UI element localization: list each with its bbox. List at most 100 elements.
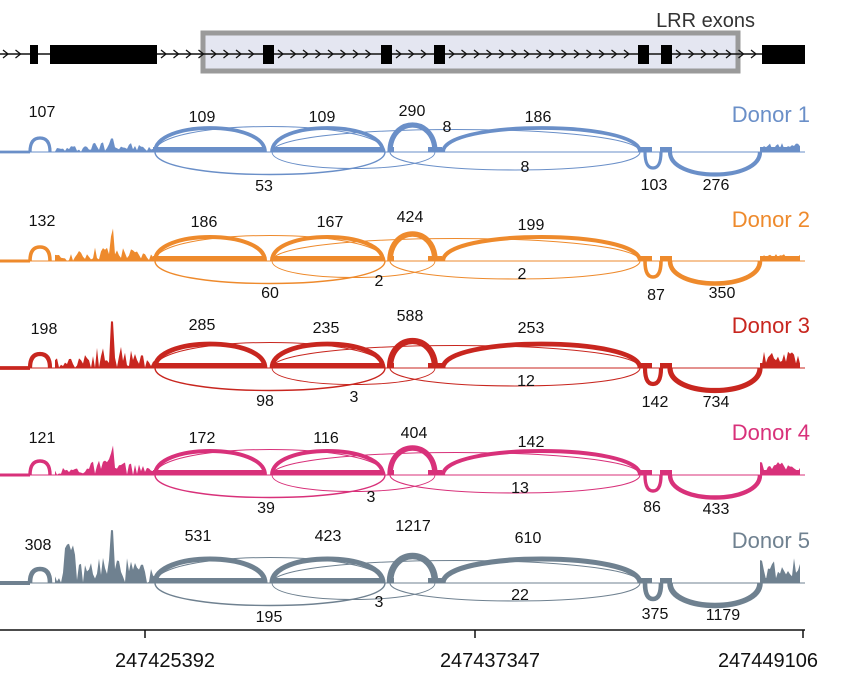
junction-count-label: 86 xyxy=(643,499,661,516)
junction-count-label: 132 xyxy=(29,213,56,230)
junction-count-label: 375 xyxy=(642,606,669,623)
junction-arc-1 xyxy=(153,126,267,153)
coverage-block-1 xyxy=(272,470,384,475)
junction-count-label: 290 xyxy=(399,103,426,120)
junction-arc-long-2 xyxy=(271,345,641,369)
coverage-block-4 xyxy=(638,470,652,475)
donor-label: Donor 5 xyxy=(732,528,810,553)
junction-count-label: 109 xyxy=(309,109,336,126)
coverage-block-4 xyxy=(638,147,652,152)
junction-count-label: 3 xyxy=(367,489,376,506)
junction-arc-1 xyxy=(152,341,268,369)
junction-count-label: 142 xyxy=(642,394,669,411)
coverage-block-1 xyxy=(272,363,384,368)
junction-count-label: 198 xyxy=(31,321,58,338)
junction-count-label: 98 xyxy=(256,393,274,410)
junction-count-label: 199 xyxy=(518,217,545,234)
junction-arc-skip-1 xyxy=(154,151,386,176)
coverage-block-6 xyxy=(760,256,800,261)
junction-arc-dip xyxy=(643,260,663,279)
strand-arrow-20 xyxy=(420,49,428,59)
strand-arrow-9 xyxy=(248,49,255,59)
coverage-block-0 xyxy=(153,470,265,475)
coverage-histogram-left xyxy=(55,445,155,475)
junction-count-label: 3 xyxy=(375,594,384,611)
junction-arc-skip-2 xyxy=(389,367,641,387)
junction-count-label: 53 xyxy=(255,178,273,195)
coverage-block-1 xyxy=(272,256,384,261)
junction-arc-dip xyxy=(642,582,664,602)
axis-tick-label-2: 247437347 xyxy=(440,650,540,672)
strand-arrow-21 xyxy=(448,49,456,59)
junction-arc-left xyxy=(28,245,52,262)
strand-arrow-0 xyxy=(2,49,10,59)
strand-arrow-37 xyxy=(688,49,695,59)
coverage-block-5 xyxy=(660,363,672,368)
axis-tick-label-1: 247425392 xyxy=(115,650,215,672)
junction-arc-1 xyxy=(152,234,268,262)
coverage-block-4 xyxy=(638,256,652,261)
junction-arc-4 xyxy=(441,126,642,153)
exon-3 xyxy=(263,45,274,64)
junction-count-label: 423 xyxy=(315,528,342,545)
coverage-block-5 xyxy=(660,578,672,583)
junction-arc-5 xyxy=(667,474,763,500)
strand-arrow-31 xyxy=(573,49,581,59)
junction-count-label: 103 xyxy=(641,177,668,194)
junction-arc-skip-3 xyxy=(271,367,436,385)
strand-arrow-36 xyxy=(675,49,683,59)
junction-count-label: 22 xyxy=(511,587,529,604)
strand-arrow-18 xyxy=(395,49,403,59)
strand-arrow-29 xyxy=(548,49,556,59)
strand-arrow-12 xyxy=(302,49,310,59)
strand-arrow-2 xyxy=(160,49,168,59)
coverage-block-4 xyxy=(638,578,652,583)
junction-count-label: 186 xyxy=(525,109,552,126)
coverage-block-6 xyxy=(760,147,800,152)
exon-8 xyxy=(762,45,805,64)
junction-arc-3 xyxy=(386,338,439,369)
donor-label: Donor 4 xyxy=(732,420,810,445)
junction-arc-skip-1 xyxy=(154,474,386,499)
junction-count-label: 12 xyxy=(517,373,535,390)
coverage-block-0 xyxy=(153,578,265,583)
junction-count-label: 404 xyxy=(401,425,428,442)
junction-count-label: 2 xyxy=(518,266,527,283)
genomic-axis: 247425392 247437347 247449106 xyxy=(0,629,818,672)
junction-count-label: 8 xyxy=(521,159,530,176)
strand-arrow-15 xyxy=(340,49,347,59)
junction-count-label: 195 xyxy=(256,609,283,626)
strand-arrows xyxy=(2,49,758,59)
junction-arc-long-1 xyxy=(154,449,386,476)
junction-arc-long-1 xyxy=(154,557,386,584)
strand-arrow-35 xyxy=(623,49,631,59)
junction-count-label: 253 xyxy=(518,320,545,337)
junction-arc-skip-3 xyxy=(271,582,436,600)
junction-count-label: 142 xyxy=(518,434,545,451)
coverage-block-5 xyxy=(660,470,672,475)
junction-count-label: 734 xyxy=(703,394,730,411)
junction-count-label: 1179 xyxy=(706,607,741,624)
junction-count-label: 433 xyxy=(703,501,730,518)
exon-7 xyxy=(661,45,672,64)
junction-arc-3 xyxy=(387,445,438,476)
coverage-histogram-right xyxy=(760,558,800,583)
junction-arc-left xyxy=(28,459,52,476)
strand-arrow-13 xyxy=(315,49,322,59)
junction-arc-4 xyxy=(441,449,642,476)
junction-count-label: 167 xyxy=(317,214,344,231)
strand-arrow-32 xyxy=(586,49,593,59)
coverage-histogram-left xyxy=(55,530,155,583)
strand-arrow-22 xyxy=(461,49,468,59)
strand-arrow-40 xyxy=(725,49,733,59)
junction-arc-long-2 xyxy=(271,238,641,262)
junction-arc-dip xyxy=(642,367,664,387)
junction-count-label: 350 xyxy=(709,285,736,302)
junction-arc-4 xyxy=(440,235,643,262)
strand-arrow-17 xyxy=(365,49,372,59)
junction-arc-5 xyxy=(667,582,763,609)
exon-5 xyxy=(434,45,445,64)
junction-count-label: 8 xyxy=(443,119,452,136)
donor-track-5: 308 531 423 1217 610 195 3 22 375 1179 Donor 5 xyxy=(0,518,810,626)
